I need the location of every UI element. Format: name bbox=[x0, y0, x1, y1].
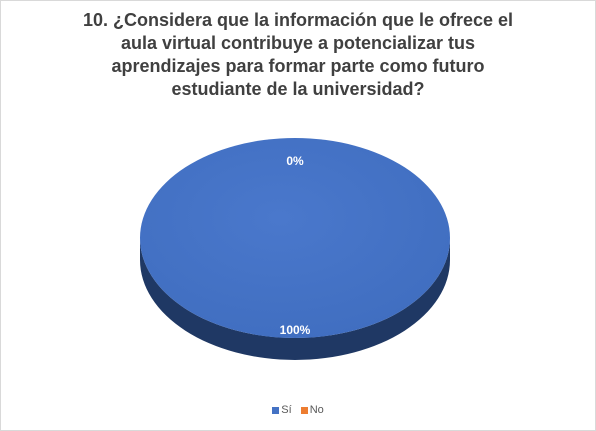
chart-title-line-2: aula virtual contribuye a potencializar … bbox=[120, 33, 476, 53]
chart-title: 10. ¿Considera que la información que le… bbox=[41, 9, 555, 101]
chart-title-line-4: estudiante de la universidad? bbox=[171, 79, 425, 99]
data-label-si: 100% bbox=[280, 323, 311, 337]
legend-item-si: Sí bbox=[272, 404, 292, 417]
legend-swatch-no bbox=[300, 406, 308, 414]
legend-item-no: No bbox=[300, 404, 324, 417]
chart-title-line-3: aprendizajes para formar parte como futu… bbox=[111, 56, 485, 76]
legend-swatch-si bbox=[272, 406, 280, 414]
pie-slice-si bbox=[140, 138, 450, 338]
data-label-no: 0% bbox=[286, 154, 304, 168]
legend-label-si: Sí bbox=[281, 404, 292, 417]
legend: Sí No bbox=[1, 404, 595, 416]
legend-label-no: No bbox=[309, 404, 324, 417]
pie-slice-si-side bbox=[140, 238, 450, 360]
chart-title-line-1: 10. ¿Considera que la información que le… bbox=[82, 10, 514, 30]
